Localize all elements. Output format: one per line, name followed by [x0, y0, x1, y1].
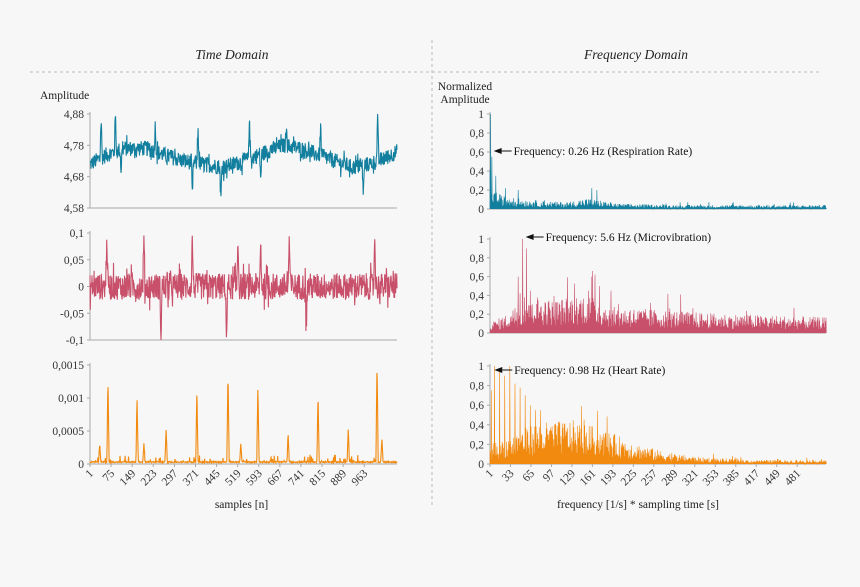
- x-axis-label: samples [n]: [215, 499, 268, 511]
- x-tick-label: 161: [578, 467, 599, 488]
- y-tick-label: 0,6: [470, 147, 485, 159]
- y-tick-label: 1: [478, 234, 484, 246]
- y-tick-label: 4,88: [64, 109, 84, 121]
- x-tick-label: 593: [244, 467, 265, 488]
- x-tick-label: 889: [329, 467, 350, 488]
- y-tick-label: 0,4: [470, 166, 485, 178]
- y-tick-label: 0,6: [470, 272, 485, 284]
- y-tick-label: 0: [78, 282, 84, 294]
- y-tick-label: 0,2: [470, 185, 485, 197]
- x-tick-label: 371: [181, 467, 202, 488]
- series-line: [89, 372, 398, 465]
- y-tick-label: -0,1: [66, 335, 84, 347]
- y-tick-label: -0,05: [60, 308, 84, 320]
- x-tick-label: 741: [286, 467, 307, 488]
- x-tick-label: 445: [202, 467, 223, 488]
- y-tick-label: 4,58: [64, 203, 84, 215]
- x-tick-label: 75: [101, 467, 118, 484]
- series-bars: [489, 365, 827, 466]
- panel-freq-1: 1 0,8 0,6 0,4 0,2 0 Normalized Amplitude Frequen…: [438, 81, 827, 216]
- x-tick-label: 1: [84, 467, 97, 480]
- y-tick-label: 4,78: [64, 140, 84, 152]
- panel-time-3: 0,0015 0,001 0,0005 01 75 149 223 297 371 445 519 5…: [52, 360, 398, 511]
- x-axis-label: frequency [1/s] * sampling time [s]: [557, 499, 719, 511]
- title-time-domain: Time Domain: [195, 47, 268, 62]
- x-tick-label: 1: [484, 467, 497, 480]
- panel-time-1: 4,88 4,78 4,68 4,58 Amplitude: [40, 90, 398, 215]
- series-bars: [489, 113, 827, 211]
- x-tick-label: 129: [557, 467, 578, 488]
- panel-freq-3: 10,80,60,40,201 33 65 97 129 161 193 225 257 289 3…: [470, 361, 827, 511]
- y-tick-label: 0,8: [470, 128, 485, 140]
- x-tick-label: 193: [598, 467, 619, 488]
- y-tick-label: 0,2: [470, 309, 485, 321]
- y-tick-label: 0,6: [470, 400, 485, 412]
- x-tick-label: 65: [520, 467, 537, 484]
- y-tick-label: 0,05: [64, 255, 84, 267]
- x-tick-label: 97: [541, 467, 558, 484]
- x-tick-label: 963: [350, 467, 371, 488]
- y-axis-label-line: Normalized: [438, 81, 493, 93]
- y-tick-label: 0: [478, 328, 484, 340]
- arrow-head-icon: [525, 234, 534, 240]
- x-tick-label: 33: [500, 467, 517, 484]
- y-tick-label: 0,4: [470, 290, 485, 302]
- y-tick-label: 1: [478, 361, 484, 373]
- series-line: [89, 235, 398, 341]
- y-axis-label: Normalized Amplitude: [438, 81, 493, 106]
- x-tick-label: 449: [762, 467, 783, 488]
- y-axis-label-line: Amplitude: [440, 94, 489, 106]
- y-tick-label: 0,1: [70, 228, 85, 240]
- y-tick-label: 0,8: [470, 381, 485, 393]
- y-tick-label: 0,0005: [52, 426, 84, 438]
- annotation-label: Frequency: 0.98 Hz (Heart Rate): [514, 365, 665, 377]
- x-tick-label: 149: [118, 467, 139, 488]
- panel-freq-2: 1 0,8 0,6 0,4 0,2 0 Frequency: 5.6 Hz (Microvi…: [470, 232, 827, 340]
- y-tick-label: 0,2: [470, 439, 485, 451]
- y-tick-label: 0: [478, 459, 484, 471]
- y-tick-label: 0: [478, 204, 484, 216]
- y-tick-label: 0,4: [470, 420, 485, 432]
- x-tick-label: 481: [783, 467, 804, 488]
- x-tick-label: 257: [639, 467, 660, 488]
- annotation-label: Frequency: 5.6 Hz (Microvibration): [546, 232, 712, 244]
- x-tick-label: 321: [680, 467, 701, 488]
- series-line: [89, 113, 398, 197]
- x-tick-label: 223: [139, 467, 160, 488]
- x-tick-label: 815: [307, 467, 328, 488]
- x-tick-label: 353: [701, 467, 722, 488]
- y-tick-label: 0: [78, 459, 84, 471]
- series-bars: [489, 238, 827, 334]
- arrow-head-icon: [494, 367, 503, 373]
- title-frequency-domain: Frequency Domain: [583, 47, 688, 62]
- y-tick-label: 0,0015: [52, 360, 84, 372]
- y-axis-label: Amplitude: [40, 90, 89, 102]
- y-tick-label: 4,68: [64, 172, 84, 184]
- y-tick-label: 1: [478, 109, 484, 121]
- x-tick-label: 225: [619, 467, 640, 488]
- x-tick-label: 417: [742, 467, 763, 488]
- x-tick-label: 667: [265, 467, 286, 488]
- x-tick-label: 519: [223, 467, 244, 488]
- x-tick-label: 297: [160, 467, 181, 488]
- annotation-label: Frequency: 0.26 Hz (Respiration Rate): [514, 146, 693, 158]
- panel-time-2: 0,1 0,05 0 -0,05 -0,1: [60, 228, 398, 347]
- y-tick-label: 0,001: [58, 393, 84, 405]
- x-tick-label: 385: [721, 467, 742, 488]
- x-tick-label: 289: [660, 467, 681, 488]
- arrow-head-icon: [493, 148, 502, 154]
- y-tick-label: 0,8: [470, 253, 485, 265]
